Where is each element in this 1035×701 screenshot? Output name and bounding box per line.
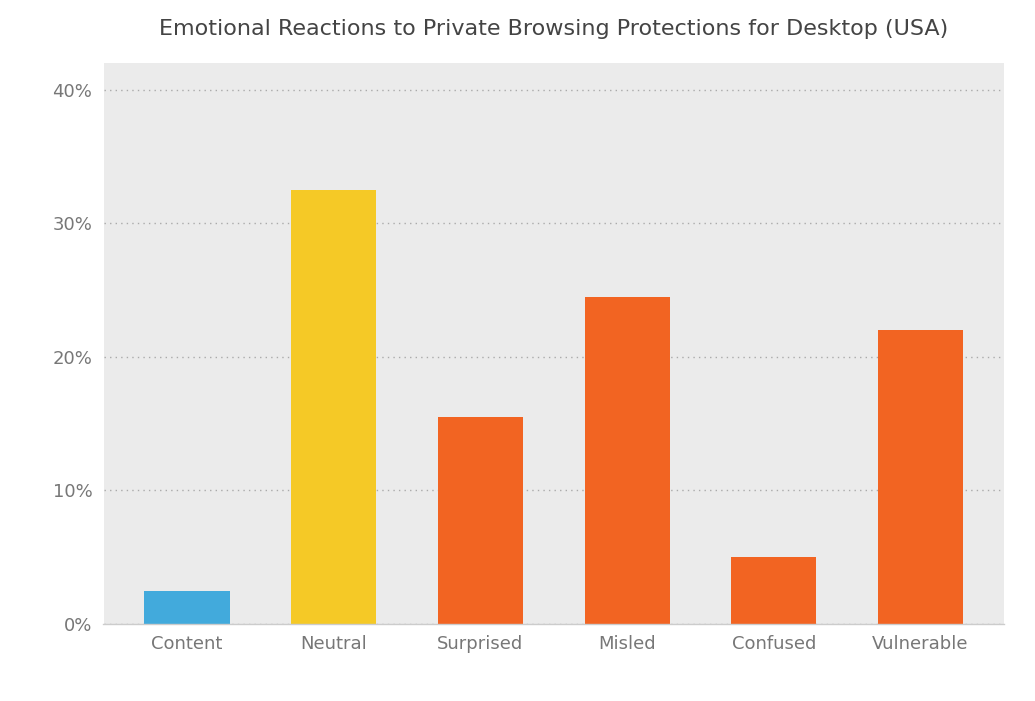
- Bar: [438, 417, 523, 624]
- Bar: [585, 297, 670, 624]
- Title: Emotional Reactions to Private Browsing Protections for Desktop (USA): Emotional Reactions to Private Browsing …: [159, 20, 948, 39]
- Bar: [145, 590, 230, 624]
- Bar: [291, 190, 376, 624]
- Bar: [878, 330, 963, 624]
- Bar: [732, 557, 817, 624]
